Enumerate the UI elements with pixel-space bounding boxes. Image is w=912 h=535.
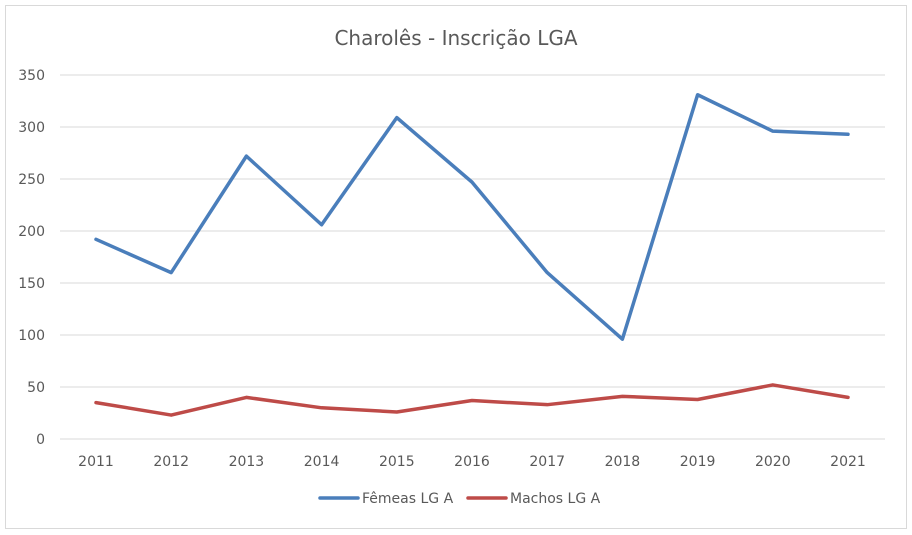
series-lines bbox=[94, 93, 850, 417]
y-tick-label: 350 bbox=[18, 68, 45, 84]
y-tick-label: 300 bbox=[18, 120, 45, 136]
y-tick-label: 200 bbox=[18, 224, 45, 240]
x-tick-label: 2018 bbox=[605, 454, 641, 470]
x-tick-label: 2013 bbox=[229, 454, 265, 470]
x-axis-ticks: 2011 2012 2013 2014 2015 2016 2017 2018 2019 2020… bbox=[78, 454, 866, 470]
x-tick-label: 2019 bbox=[680, 454, 716, 470]
legend: Fêmeas LG A Machos LG A bbox=[318, 491, 601, 507]
x-tick-label: 2020 bbox=[755, 454, 791, 470]
x-tick-label: 2015 bbox=[379, 454, 415, 470]
y-tick-label: 0 bbox=[36, 432, 45, 448]
x-tick-label: 2021 bbox=[830, 454, 866, 470]
y-axis-ticks: 0 50 100 150 200 250 300 350 bbox=[18, 68, 45, 448]
x-tick-label: 2016 bbox=[454, 454, 490, 470]
legend-label: Machos LG A bbox=[510, 491, 601, 507]
y-tick-label: 150 bbox=[18, 276, 45, 292]
series-line-1 bbox=[94, 93, 850, 341]
x-tick-label: 2011 bbox=[78, 454, 114, 470]
x-tick-label: 2017 bbox=[529, 454, 565, 470]
chart-title: Charolês - Inscrição LGA bbox=[334, 26, 577, 50]
series-line-2 bbox=[94, 383, 850, 417]
x-tick-label: 2012 bbox=[153, 454, 189, 470]
y-tick-label: 100 bbox=[18, 328, 45, 344]
gridlines bbox=[60, 74, 885, 440]
x-tick-label: 2014 bbox=[304, 454, 340, 470]
legend-label: Fêmeas LG A bbox=[362, 491, 454, 507]
y-tick-label: 50 bbox=[27, 380, 45, 396]
y-tick-label: 250 bbox=[18, 172, 45, 188]
